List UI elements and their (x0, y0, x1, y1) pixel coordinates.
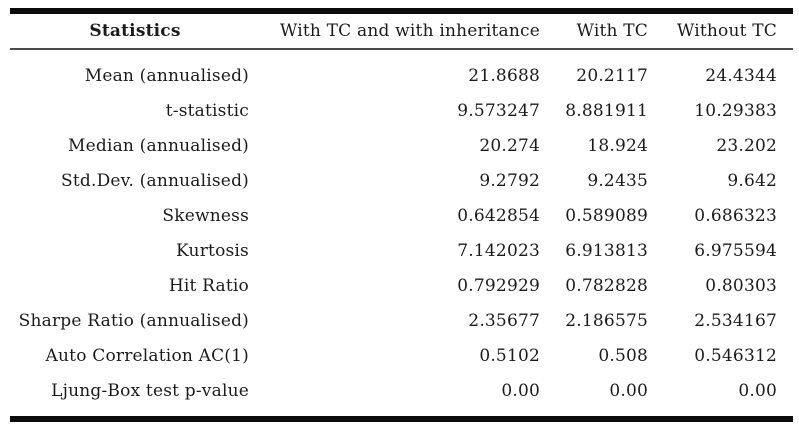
value-without-tc: 9.642 (727, 170, 777, 191)
value-with-tc: 9.2435 (587, 170, 648, 191)
value-with-tc-inheritance: 0.00 (501, 380, 540, 401)
value-with-tc-inheritance: 0.5102 (479, 345, 540, 366)
table-row: Hit Ratio 0.792929 0.782828 0.80303 (10, 268, 793, 303)
table-row: Mean (annualised) 21.8688 20.2117 24.434… (10, 49, 793, 93)
col-header-without-tc: Without TC (648, 14, 793, 50)
value-with-tc: 0.782828 (565, 275, 648, 296)
statistic-label: Sharpe Ratio (annualised) (18, 310, 249, 331)
statistic-label: Mean (annualised) (84, 65, 249, 86)
statistic-label: Std.Dev. (annualised) (61, 170, 249, 191)
value-without-tc: 10.29383 (694, 100, 777, 121)
col-header-statistics: Statistics (10, 14, 260, 50)
value-with-tc: 8.881911 (565, 100, 648, 121)
statistic-label: Ljung-Box test p-value (51, 380, 249, 401)
value-without-tc: 24.4344 (705, 65, 777, 86)
value-with-tc: 0.508 (598, 345, 648, 366)
value-with-tc-inheritance: 0.642854 (457, 205, 540, 226)
value-without-tc: 6.975594 (694, 240, 777, 261)
value-without-tc: 2.534167 (694, 310, 777, 331)
value-without-tc: 0.686323 (694, 205, 777, 226)
value-without-tc: 0.80303 (705, 275, 777, 296)
value-with-tc-inheritance: 7.142023 (457, 240, 540, 261)
table-row: Kurtosis 7.142023 6.913813 6.975594 (10, 233, 793, 268)
value-with-tc-inheritance: 2.35677 (468, 310, 540, 331)
value-without-tc: 0.546312 (694, 345, 777, 366)
value-with-tc: 20.2117 (576, 65, 648, 86)
statistic-label: Median (annualised) (68, 135, 249, 156)
table-row: Ljung-Box test p-value 0.00 0.00 0.00 (10, 373, 793, 408)
value-with-tc: 6.913813 (565, 240, 648, 261)
table-row: Sharpe Ratio (annualised) 2.35677 2.1865… (10, 303, 793, 338)
value-with-tc: 2.186575 (565, 310, 648, 331)
value-without-tc: 23.202 (716, 135, 777, 156)
statistic-label: Auto Correlation AC(1) (45, 345, 249, 366)
value-with-tc: 0.00 (609, 380, 648, 401)
value-with-tc-inheritance: 9.573247 (457, 100, 540, 121)
value-with-tc: 0.589089 (565, 205, 648, 226)
table-row: Auto Correlation AC(1) 0.5102 0.508 0.54… (10, 338, 793, 373)
col-header-with-tc-inheritance: With TC and with inheritance (260, 14, 540, 50)
table-row: t-statistic 9.573247 8.881911 10.29383 (10, 93, 793, 128)
table-row: Skewness 0.642854 0.589089 0.686323 (10, 198, 793, 233)
statistic-label: Skewness (162, 205, 249, 226)
value-without-tc: 0.00 (738, 380, 777, 401)
value-with-tc-inheritance: 21.8688 (468, 65, 540, 86)
top-rule (10, 8, 793, 14)
statistic-label: Hit Ratio (168, 275, 249, 296)
statistic-label: t-statistic (165, 100, 249, 121)
table-row: Std.Dev. (annualised) 9.2792 9.2435 9.64… (10, 163, 793, 198)
value-with-tc: 18.924 (587, 135, 648, 156)
statistic-label: Kurtosis (176, 240, 249, 261)
col-header-with-tc: With TC (540, 14, 648, 50)
bottom-rule (10, 416, 793, 422)
statistics-table-container: Statistics With TC and with inheritance … (10, 8, 793, 422)
value-with-tc-inheritance: 0.792929 (457, 275, 540, 296)
value-with-tc-inheritance: 9.2792 (479, 170, 540, 191)
value-with-tc-inheritance: 20.274 (479, 135, 540, 156)
header-row: Statistics With TC and with inheritance … (10, 14, 793, 50)
table-body: Mean (annualised) 21.8688 20.2117 24.434… (10, 49, 793, 408)
table-row: Median (annualised) 20.274 18.924 23.202 (10, 128, 793, 163)
statistics-table: Statistics With TC and with inheritance … (10, 14, 793, 408)
